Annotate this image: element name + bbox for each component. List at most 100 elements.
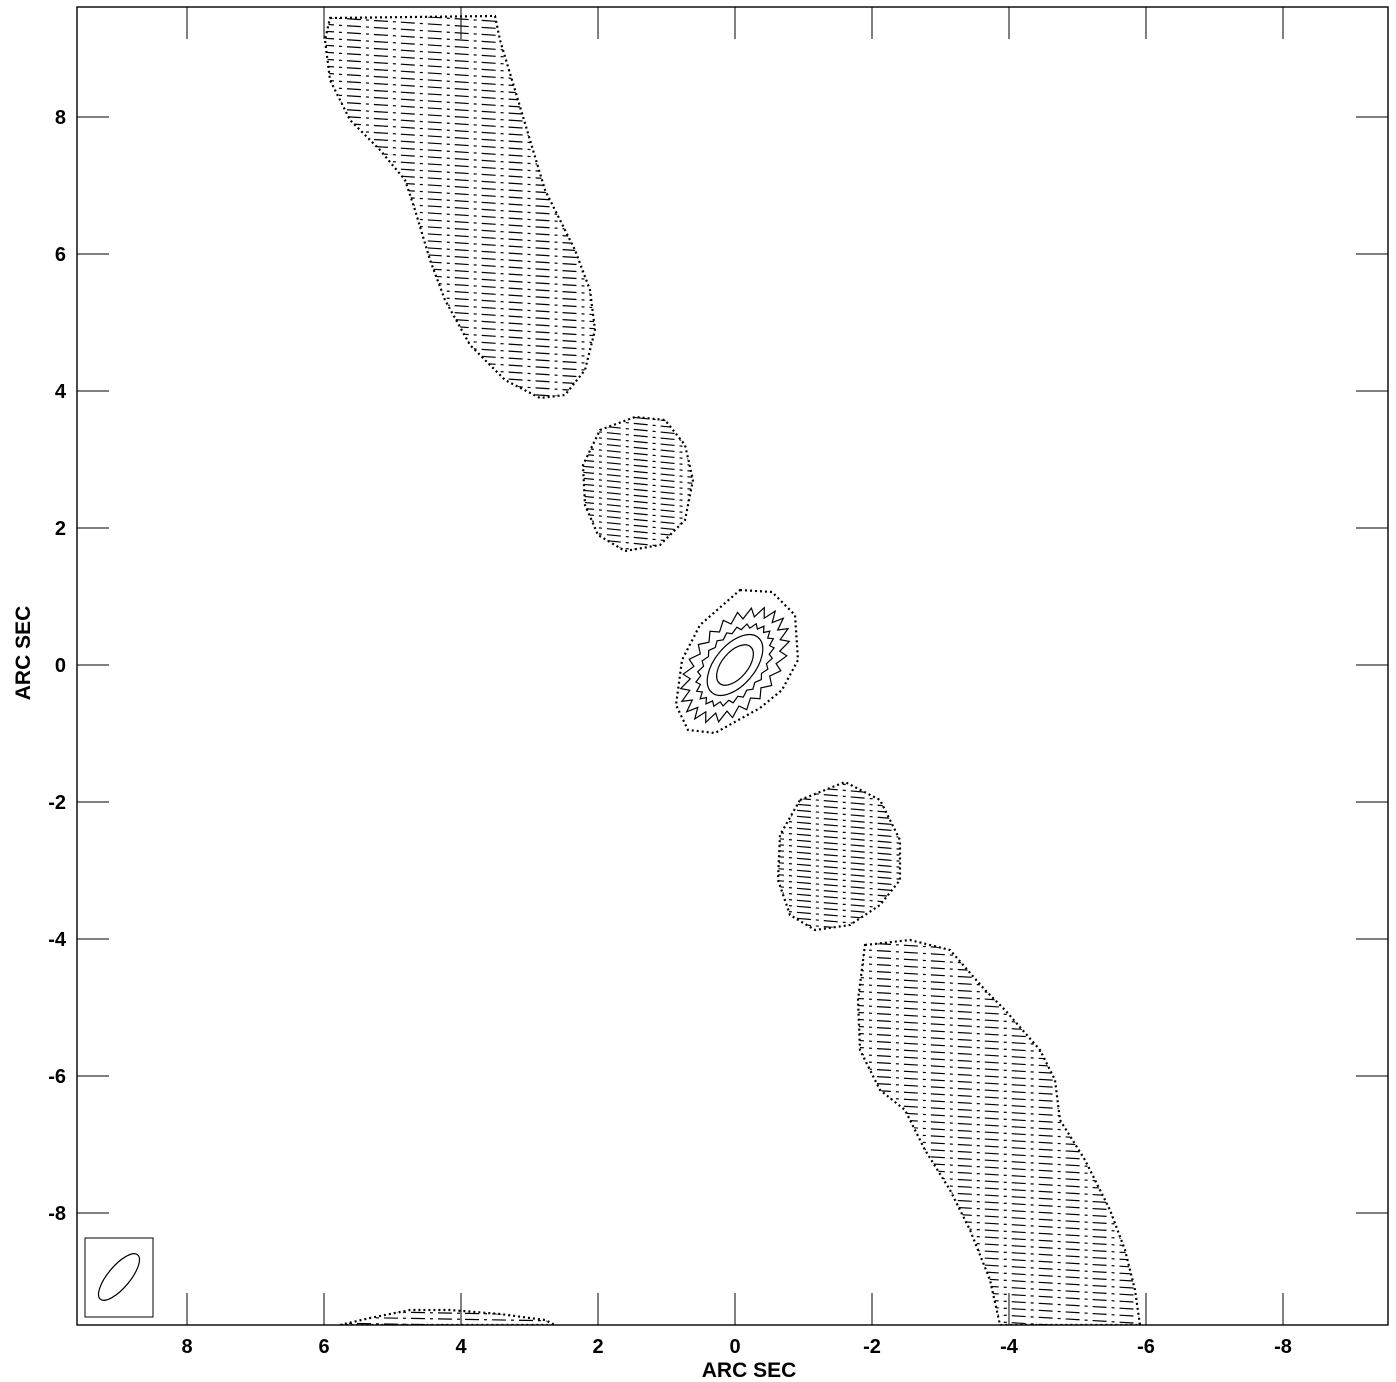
jet-se-hatch [850,1299,1150,1317]
knot-se-hatch [770,844,910,856]
jet-nw-hatch [320,87,600,105]
jet-se-hatch [850,1089,1150,1107]
jet-nw-hatch [320,17,600,35]
knot-nw-hatch [580,484,700,496]
knot-se-hatch [770,904,910,916]
jet-nw-hatch [320,227,600,245]
jet-se-hatch [850,1271,1150,1289]
edge-s-hatch [330,1305,560,1309]
jet-nw-hatch [320,24,600,42]
jet-nw-hatch [320,150,600,168]
knot-se-hatch [770,850,910,862]
jet-nw-hatch [320,297,600,315]
jet-se-hatch [850,1096,1150,1114]
jet-se-hatch [850,1243,1150,1261]
jet-se-hatch [850,1082,1150,1100]
y-tick-label: 8 [55,107,66,129]
knot-nw-hatch [580,508,700,520]
knot-nw [580,412,700,562]
jet-nw-hatch [320,332,600,350]
knot-nw-hatch [580,442,700,454]
jet-se-hatch [850,1278,1150,1296]
jet-nw-hatch [320,248,600,266]
jet-nw-hatch [320,80,600,98]
jet-se-hatch [850,1166,1150,1184]
x-tick-label: -8 [1274,1336,1292,1358]
jet-se-hatch [850,1250,1150,1268]
axis-ticks [77,7,1388,1325]
x-tick-label: -6 [1137,1336,1155,1358]
jet-se-hatch [850,1159,1150,1177]
jet-nw-hatch [320,367,600,385]
jet-se [850,935,1150,1345]
jet-se-hatch [850,1110,1150,1128]
jet-nw-hatch [320,318,600,336]
jet-nw-hatch [320,388,600,406]
knot-nw-hatch [580,496,700,508]
jet-nw-hatch [320,255,600,273]
core [676,590,798,733]
jet-nw-hatch [320,234,600,252]
jet-nw-hatch [320,101,600,119]
jet-se-hatch [850,1026,1150,1044]
jet-nw-hatch [320,269,600,287]
jet-se-hatch [850,942,1150,960]
knot-se-hatch [770,802,910,814]
jet-se-hatch [850,1145,1150,1163]
knot-se-hatch [770,820,910,832]
jet-nw-hatch [320,171,600,189]
jet-nw [320,10,600,413]
core-contour-4 [710,638,761,691]
x-tick-label: -2 [863,1336,881,1358]
knot-nw-hatch [580,502,700,514]
jet-se-hatch [850,984,1150,1002]
jet-se-hatch [850,1019,1150,1037]
knot-nw-hatch [580,430,700,442]
jet-nw-hatch [320,157,600,175]
y-axis-title: ARC SEC [12,606,35,701]
jet-se-hatch [850,1229,1150,1247]
knot-nw-hatch [580,520,700,532]
jet-se-hatch [850,1075,1150,1093]
jet-nw-hatch [320,192,600,210]
jet-se-hatch [850,1054,1150,1072]
jet-nw-hatch [320,94,600,112]
jet-se-hatch [850,1103,1150,1121]
jet-se-hatch [850,1285,1150,1303]
knot-nw-hatch [580,532,700,544]
jet-se-hatch [850,1187,1150,1205]
jet-nw-hatch [320,220,600,238]
beam-box [85,1238,153,1317]
knot-se-hatch [770,922,910,934]
knot-se-hatch [770,898,910,910]
jet-se-hatch [850,1194,1150,1212]
knot-se-hatch [770,862,910,874]
jet-se-hatch [850,1040,1150,1058]
x-tick-label: 0 [729,1336,740,1358]
beam-inset [85,1238,153,1317]
knot-se-hatch [770,784,910,796]
jet-nw-hatch [320,206,600,224]
knot-nw-hatch [580,412,700,424]
knot-se-hatch [770,826,910,838]
jet-nw-hatch [320,374,600,392]
knot-nw-hatch [580,478,700,490]
knot-nw-hatch [580,526,700,538]
jet-se-hatch [850,935,1150,953]
jet-se-hatch [850,956,1150,974]
knot-se-hatch [770,856,910,868]
knot-nw-hatch [580,550,700,562]
y-tick-label: 6 [55,244,66,266]
knot-se-outline [778,782,900,930]
knot-nw-hatch [580,418,700,430]
core-contour-2 [696,624,774,707]
jet-nw-hatch [320,304,600,322]
knot-se-hatch [770,790,910,802]
jet-nw-hatch [320,213,600,231]
jet-se-hatch [850,1201,1150,1219]
jet-se-hatch [850,970,1150,988]
jet-nw-hatch [320,311,600,329]
y-tick-labels: 8 6 4 2 0 -2 -4 -6 -8 [48,107,67,1225]
jet-nw-hatch [320,339,600,357]
